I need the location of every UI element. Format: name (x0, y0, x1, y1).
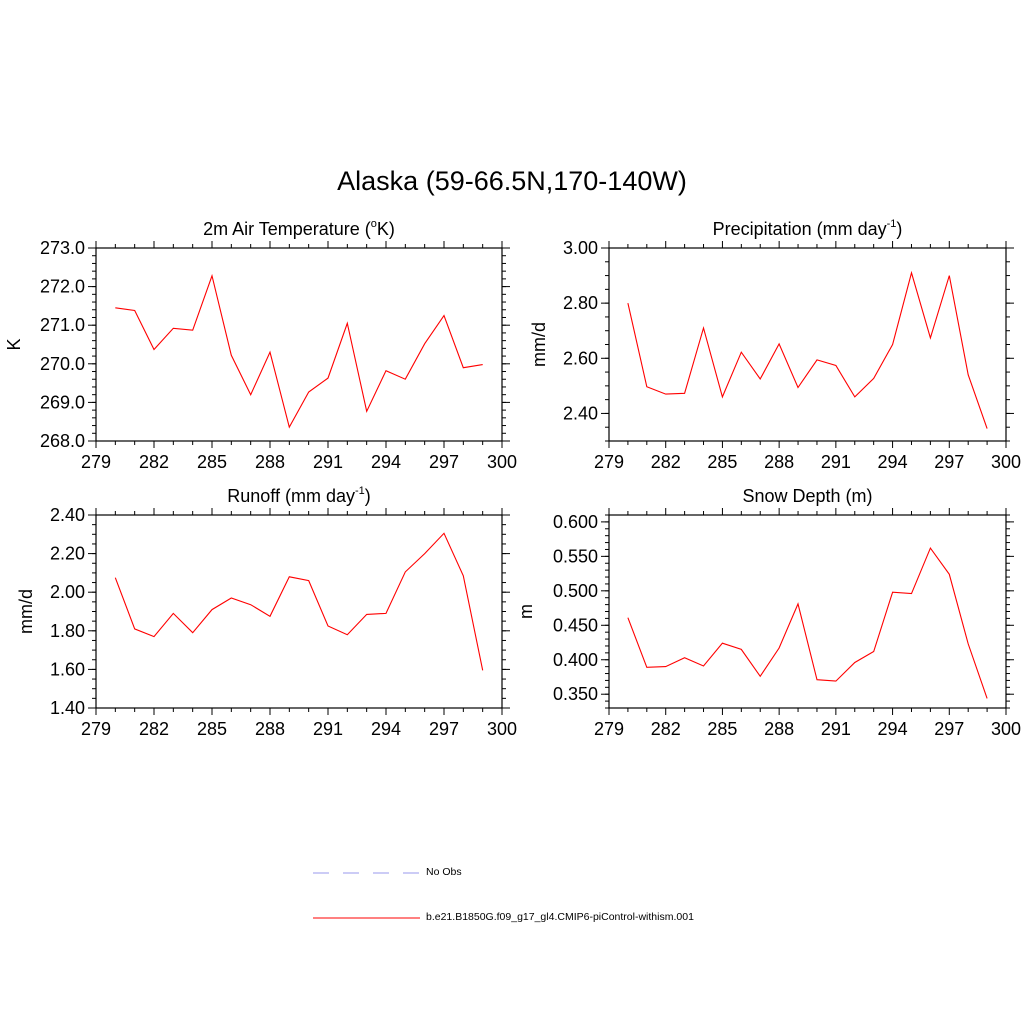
y-tick-label: 1.40 (50, 698, 85, 718)
panel-title: Precipitation (mm day-1) (713, 218, 903, 239)
panel-title: Runoff (mm day-1) (227, 485, 371, 506)
y-tick-label: 269.0 (40, 392, 85, 412)
x-tick-label: 279 (81, 452, 111, 472)
y-tick-label: 272.0 (40, 277, 85, 297)
x-tick-label: 300 (991, 719, 1021, 739)
y-tick-label: 273.0 (40, 238, 85, 258)
plot-frame (95, 247, 503, 442)
x-tick-label: 288 (764, 452, 794, 472)
y-tick-label: 2.20 (50, 544, 85, 564)
main-title: Alaska (59-66.5N,170-140W) (337, 166, 687, 196)
plot-frame (95, 514, 503, 709)
y-axis-label: m (516, 604, 536, 619)
x-tick-label: 297 (429, 719, 459, 739)
x-tick-label: 285 (707, 452, 737, 472)
x-tick-label: 294 (371, 719, 401, 739)
panel-title: 2m Air Temperature (oK) (203, 218, 395, 239)
x-tick-label: 300 (487, 452, 517, 472)
x-tick-label: 297 (934, 452, 964, 472)
y-tick-label: 2.00 (50, 582, 85, 602)
x-tick-label: 291 (313, 719, 343, 739)
x-tick-label: 282 (651, 452, 681, 472)
x-tick-label: 279 (594, 719, 624, 739)
y-tick-label: 2.60 (563, 348, 598, 368)
x-tick-label: 300 (487, 719, 517, 739)
x-tick-label: 282 (139, 452, 169, 472)
y-axis-label: mm/d (529, 322, 549, 367)
panel-title: Snow Depth (m) (742, 486, 872, 506)
series-line (627, 270, 988, 429)
x-tick-label: 294 (878, 452, 908, 472)
y-tick-label: 1.60 (50, 659, 85, 679)
series-line (114, 532, 484, 671)
x-tick-label: 288 (764, 719, 794, 739)
y-axis-label: K (4, 338, 24, 350)
x-tick-label: 282 (651, 719, 681, 739)
y-tick-label: 0.550 (553, 546, 598, 566)
x-tick-label: 291 (821, 452, 851, 472)
x-tick-label: 288 (255, 452, 285, 472)
y-tick-label: 2.80 (563, 293, 598, 313)
chart-panel-2: 279 282 285 288 291 294 297 300 2.40 2.60 2.80 3.00… (529, 218, 1021, 472)
x-tick-label: 294 (878, 719, 908, 739)
x-tick-label: 288 (255, 719, 285, 739)
y-tick-label: 1.80 (50, 621, 85, 641)
y-tick-label: 0.350 (553, 684, 598, 704)
y-tick-label: 268.0 (40, 431, 85, 451)
x-tick-label: 285 (707, 719, 737, 739)
x-tick-label: 279 (81, 719, 111, 739)
x-tick-label: 300 (991, 452, 1021, 472)
chart-panel-1: 279 282 285 288 291 294 297 300 268.0 269.0 270.0 2… (4, 218, 517, 472)
plot-frame (608, 514, 1007, 709)
x-tick-label: 285 (197, 452, 227, 472)
x-tick-label: 297 (934, 719, 964, 739)
y-tick-label: 0.500 (553, 581, 598, 601)
chart-panel-3: 279 282 285 288 291 294 297 300 1.40 1.60 1.80 2.00… (16, 485, 517, 739)
y-axis-label: mm/d (16, 589, 36, 634)
plot-frame (608, 247, 1007, 442)
y-tick-label: 0.400 (553, 650, 598, 670)
x-tick-label: 279 (594, 452, 624, 472)
y-tick-label: 271.0 (40, 315, 85, 335)
x-tick-label: 291 (821, 719, 851, 739)
chart-panel-4: 279 282 285 288 291 294 297 300 0.350 0.400 0.450 0… (516, 486, 1021, 739)
x-tick-label: 282 (139, 719, 169, 739)
y-tick-label: 3.00 (563, 238, 598, 258)
y-tick-label: 0.450 (553, 615, 598, 635)
series-line (115, 273, 483, 429)
x-tick-label: 294 (371, 452, 401, 472)
y-tick-label: 2.40 (50, 505, 85, 525)
y-tick-label: 2.40 (563, 403, 598, 423)
x-tick-label: 285 (197, 719, 227, 739)
x-tick-label: 297 (429, 452, 459, 472)
y-tick-label: 0.600 (553, 512, 598, 532)
series-line (627, 546, 988, 699)
x-tick-label: 291 (313, 452, 343, 472)
y-tick-label: 270.0 (40, 354, 85, 374)
